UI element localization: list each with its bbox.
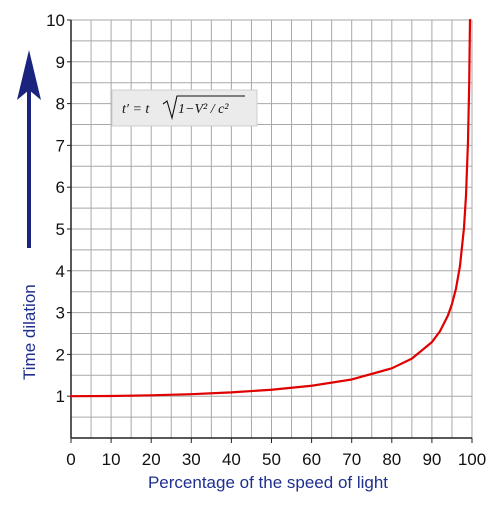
formula-prefix: t′ = t [122,102,150,117]
series-line [69,18,472,398]
x-tick-label: 50 [262,450,281,469]
x-tick-label: 100 [458,450,486,469]
y-tick-label: 8 [56,95,65,114]
tick-labels: 0 10 20 30 40 50 60 70 80 90 100 1 2 3 4 5 6 7 8 9 10 [46,11,486,469]
x-tick-label: 70 [342,450,361,469]
y-tick-label: 10 [46,11,65,30]
y-axis-title-group: Time dilation [17,50,41,380]
formula-radicand: 1−V² / c² [178,102,229,117]
y-tick-label: 5 [56,220,65,239]
y-axis-title: Time dilation [20,284,39,380]
radical-sign-icon [162,95,245,121]
plot-area [69,18,472,398]
x-tick-label: 60 [302,450,321,469]
x-tick-label: 0 [66,450,75,469]
y-tick-label: 1 [56,387,65,406]
grid-lines [71,19,473,438]
x-tick-label: 30 [182,450,201,469]
x-axis-title: Percentage of the speed of light [148,473,388,492]
x-tick-label: 80 [382,450,401,469]
y-tick-label: 6 [56,178,65,197]
y-tick-label: 4 [56,262,65,281]
x-tick-label: 40 [222,450,241,469]
y-tick-label: 2 [56,345,65,364]
x-tick-label: 20 [142,450,161,469]
axes [67,19,473,443]
formula-annotation: t′ = t 1−V² / c² [111,89,258,127]
y-axis-arrow-icon [17,50,41,100]
y-tick-label: 9 [56,53,65,72]
y-tick-label: 7 [56,136,65,155]
x-tick-label: 10 [102,450,121,469]
y-tick-label: 3 [56,304,65,323]
x-tick-label: 90 [422,450,441,469]
